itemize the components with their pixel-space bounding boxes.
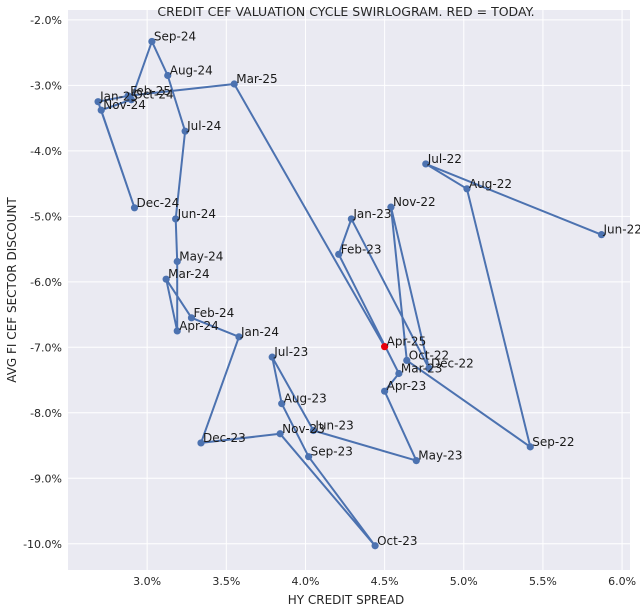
data-point xyxy=(187,314,196,322)
data-point xyxy=(235,333,243,341)
data-point xyxy=(268,353,276,361)
y-tick-label: -5.0% xyxy=(30,210,62,223)
point-label: Aug-24 xyxy=(170,63,213,77)
y-tick-label: -10.0% xyxy=(23,538,62,551)
x-tick-label: 5.5% xyxy=(529,575,557,588)
x-tick-label: 6.0% xyxy=(608,575,636,588)
data-point xyxy=(387,203,395,211)
data-point xyxy=(395,369,403,378)
data-point xyxy=(526,443,534,451)
point-label: Oct-24 xyxy=(133,88,173,102)
point-label: Dec-22 xyxy=(431,356,474,370)
data-point xyxy=(230,80,238,88)
point-label: Jan-24 xyxy=(240,325,279,339)
data-point xyxy=(94,98,102,106)
y-tick-label: -7.0% xyxy=(30,341,62,354)
point-label: Jul-24 xyxy=(186,119,221,133)
data-point xyxy=(173,327,181,335)
point-label: Jun-23 xyxy=(314,418,353,432)
tick-labels: 3.0% 3.5% 4.0% 4.5% 5.0% 5.5% 6.0% -2.0% -3.0% -4… xyxy=(23,14,636,588)
point-label: Aug-23 xyxy=(284,392,327,406)
point-label: May-23 xyxy=(418,449,462,463)
data-point xyxy=(305,453,313,461)
point-label: Dec-23 xyxy=(203,431,246,445)
data-point xyxy=(162,275,170,283)
data-point xyxy=(173,257,181,266)
point-label: Aug-22 xyxy=(469,177,512,191)
point-label: Oct-23 xyxy=(377,534,417,548)
data-point xyxy=(276,430,284,438)
chart-title: CREDIT CEF VALUATION CYCLE SWIRLOGRAM. R… xyxy=(157,4,534,19)
data-point xyxy=(371,542,379,550)
point-label: Jan-23 xyxy=(352,207,391,221)
point-label: Sep-24 xyxy=(154,29,196,43)
data-point xyxy=(412,457,420,465)
y-tick-label: -4.0% xyxy=(30,145,62,158)
point-label: Oct-22 xyxy=(409,348,449,362)
y-tick-label: -2.0% xyxy=(30,14,62,27)
point-label: Jul-22 xyxy=(427,152,462,166)
point-label: Jun-22 xyxy=(603,223,640,237)
y-tick-label: -6.0% xyxy=(30,276,62,289)
point-label: Jul-23 xyxy=(273,345,308,359)
y-tick-label: -3.0% xyxy=(30,79,62,92)
point-label: May-24 xyxy=(179,250,223,264)
point-labels: Jun-22 Jul-22 Aug-22 Sep-22 Oct-22 Nov-22 Dec-… xyxy=(99,29,640,547)
point-label: Feb-23 xyxy=(341,242,382,256)
point-label: Sep-23 xyxy=(311,445,353,459)
y-tick-label: -9.0% xyxy=(30,472,62,485)
point-label: Sep-22 xyxy=(532,435,574,449)
point-label: Nov-22 xyxy=(393,195,436,209)
point-label: Dec-24 xyxy=(136,196,179,210)
data-point xyxy=(164,71,172,80)
x-tick-label: 4.0% xyxy=(291,575,319,588)
today-point xyxy=(381,343,389,351)
data-point xyxy=(335,250,343,258)
data-point xyxy=(181,127,189,135)
x-tick-label: 3.5% xyxy=(212,575,240,588)
data-point xyxy=(347,215,355,223)
y-axis-label: AVG FI CEF SECTOR DISCOUNT xyxy=(5,197,19,383)
data-point xyxy=(148,37,156,46)
point-label: Jan-25 xyxy=(99,90,138,104)
x-tick-label: 4.5% xyxy=(371,575,399,588)
x-axis-label: HY CREDIT SPREAD xyxy=(288,593,405,607)
x-tick-label: 5.0% xyxy=(450,575,478,588)
data-points xyxy=(94,37,606,550)
point-label: Mar-23 xyxy=(401,362,442,376)
data-point xyxy=(422,160,430,168)
plot-area xyxy=(68,10,630,570)
data-point xyxy=(463,185,471,193)
point-label: Mar-25 xyxy=(236,72,277,86)
point-label: Feb-24 xyxy=(193,306,234,320)
data-point xyxy=(403,356,411,365)
data-point xyxy=(130,204,139,212)
data-point xyxy=(597,231,606,239)
data-point xyxy=(97,106,105,114)
data-point xyxy=(278,400,286,408)
data-point xyxy=(309,426,317,435)
data-point xyxy=(172,215,180,223)
point-label: Feb-25 xyxy=(130,84,171,98)
y-tick-label: -8.0% xyxy=(30,407,62,420)
point-label: Mar-24 xyxy=(168,267,209,281)
point-label: Nov-23 xyxy=(282,422,325,436)
point-label: Apr-23 xyxy=(387,379,427,393)
point-label: Apr-24 xyxy=(179,319,219,333)
data-point xyxy=(124,92,132,100)
point-label: Apr-25 xyxy=(387,335,427,349)
point-label: Nov-24 xyxy=(103,98,146,112)
x-tick-label: 3.0% xyxy=(133,575,161,588)
data-point xyxy=(381,387,389,395)
data-point xyxy=(425,364,433,372)
point-label: Jun-24 xyxy=(177,207,216,221)
data-point xyxy=(197,439,205,447)
